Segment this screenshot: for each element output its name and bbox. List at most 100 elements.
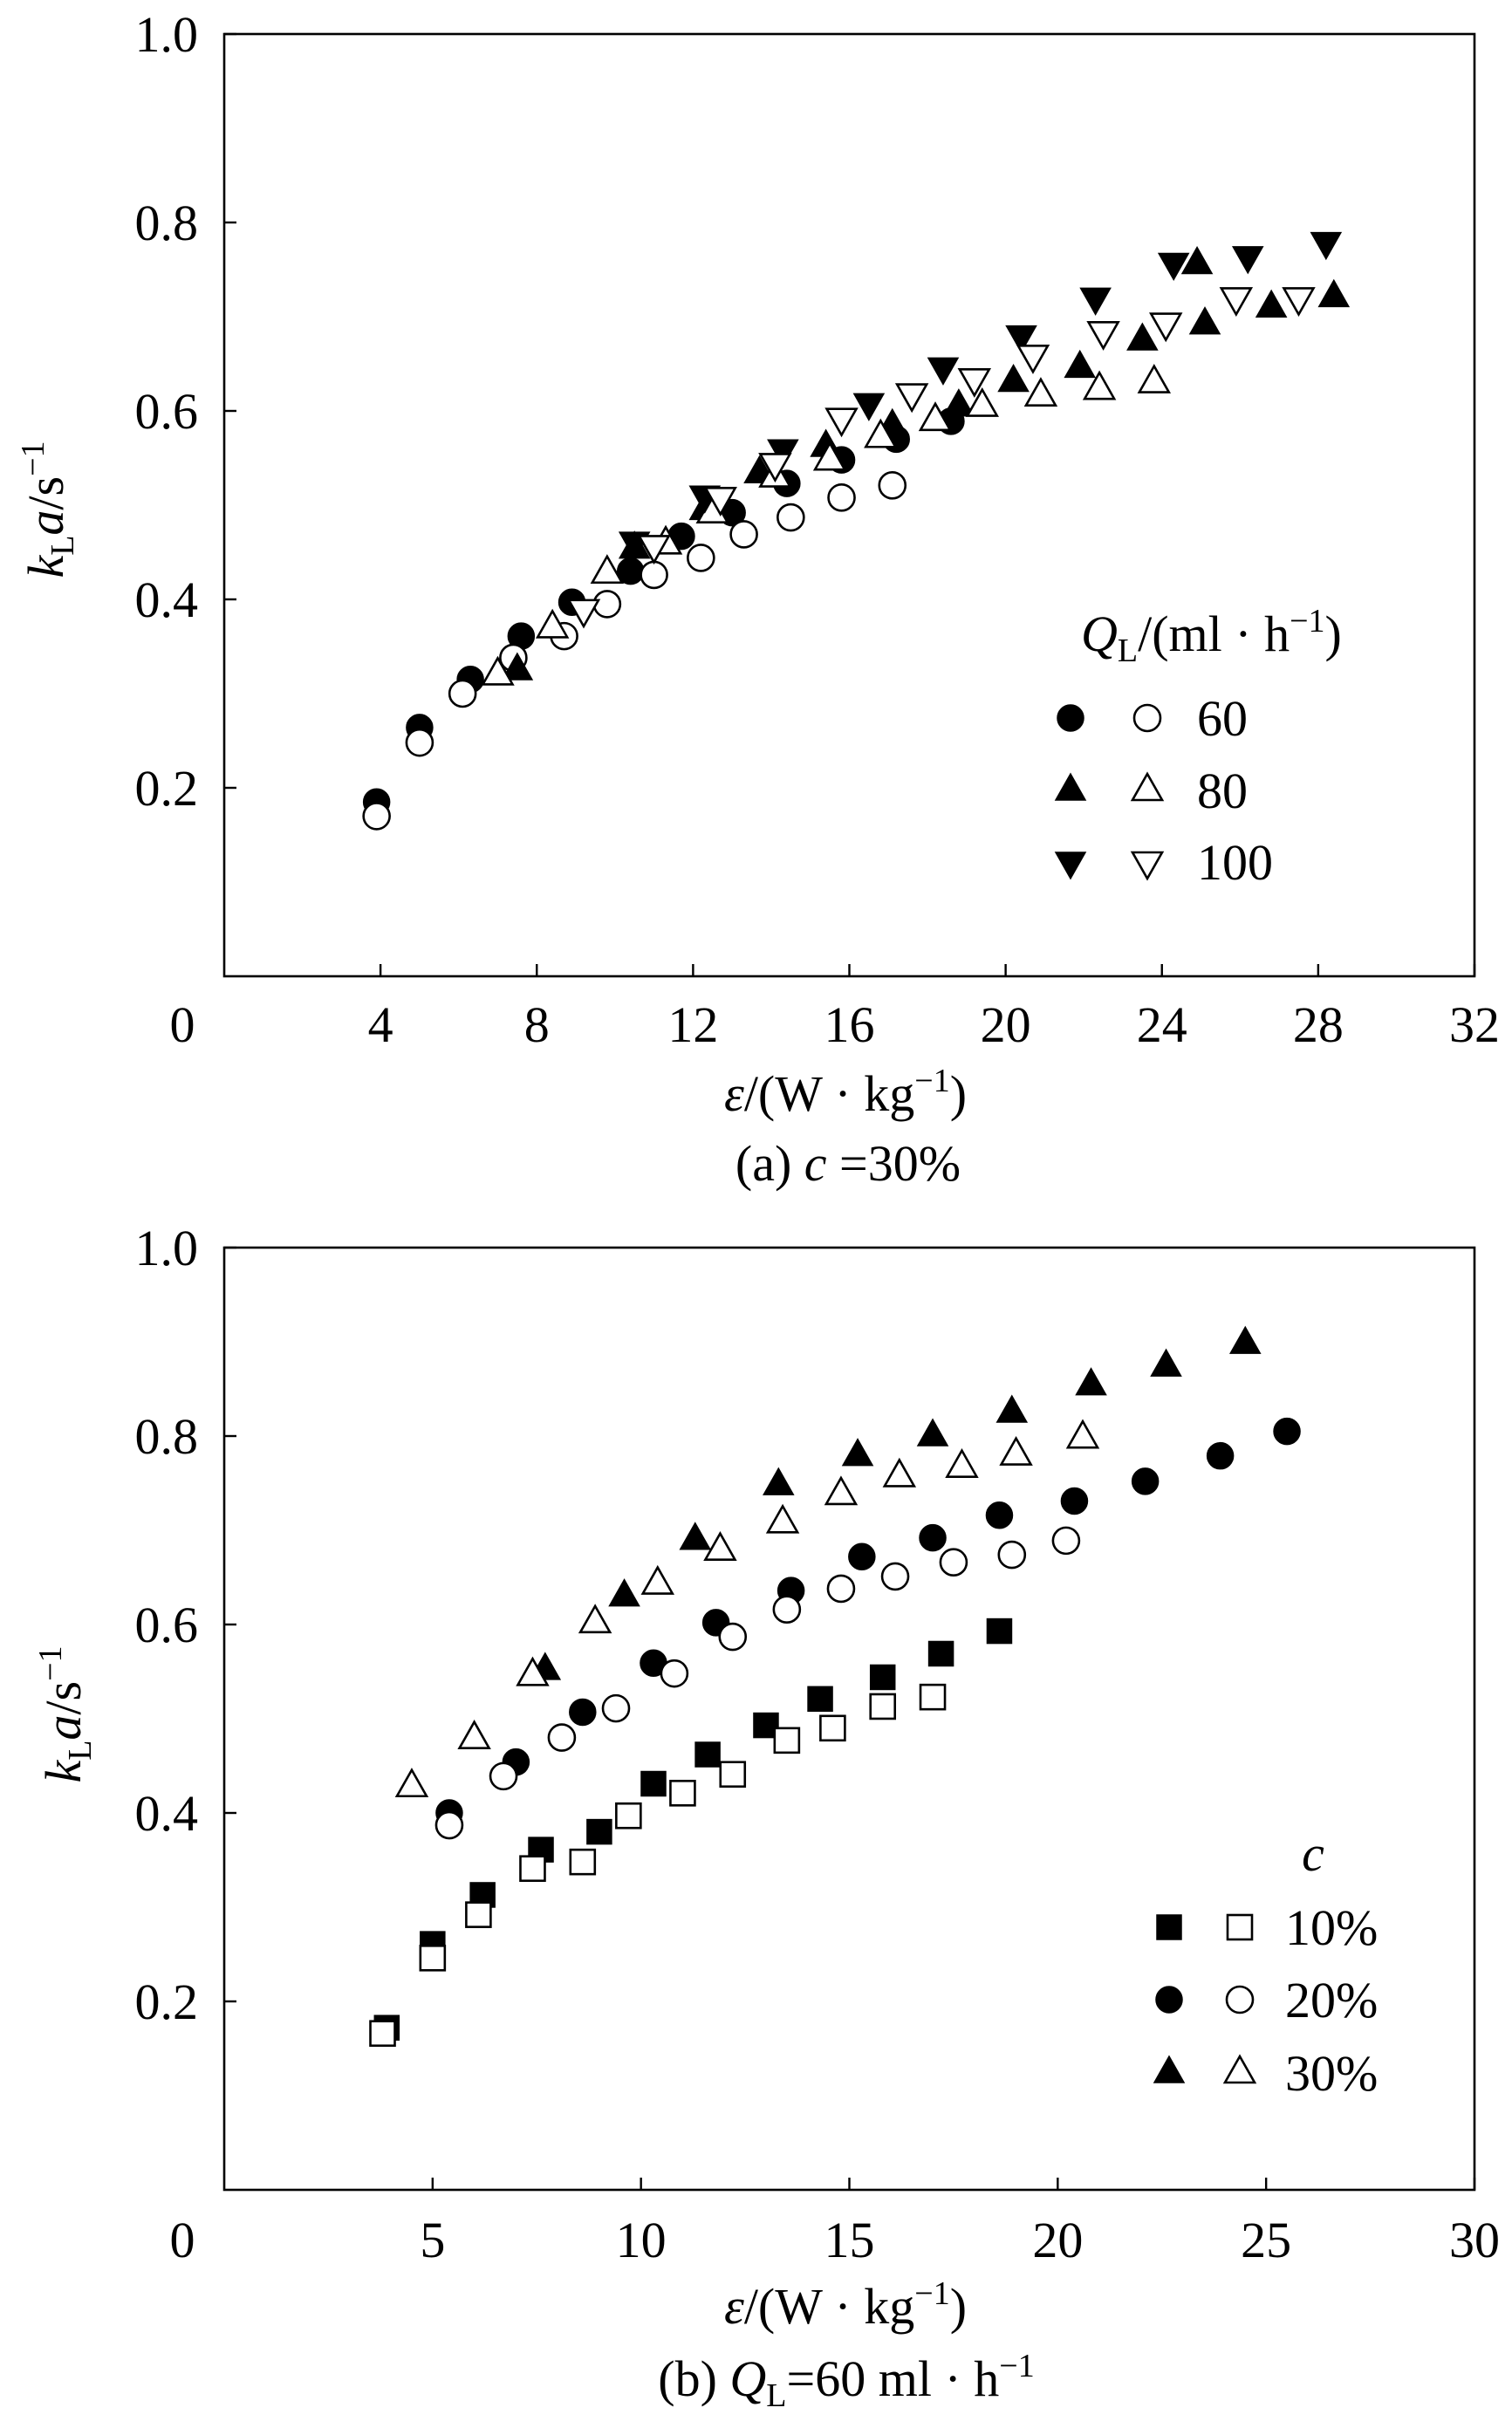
legend-title-part: Q [1081,605,1118,662]
figure-caption-part: −1 [999,2348,1034,2384]
data-point-2-open [824,407,859,438]
data-point-1-filled [1064,349,1096,379]
data-point-1-open [997,1540,1027,1570]
data-point-2-open [516,1656,550,1686]
data-point-1-open [1137,363,1172,393]
origin-label: 0 [170,2212,195,2268]
y-axis-title-part: L [44,536,81,556]
data-point-2-filled [1150,1348,1182,1377]
data-point-1-open [590,554,625,585]
data-point-0-open [465,1901,492,1928]
y-axis-title-part: /s [35,1681,92,1715]
legend-label: 20% [1285,1972,1378,2028]
data-point-2-filled [852,393,886,421]
x-axis-title: ε/(W · kg−1) [724,2275,967,2335]
data-point-1-filled [1131,1467,1160,1495]
data-point-1-open [660,1659,689,1688]
y-tick-label: 1.0 [135,6,199,63]
figure-caption-part: =60 ml · h [787,2350,1000,2407]
data-point-2-open [758,453,792,483]
data-point-1-open [547,1723,577,1752]
legend-marker-triangle-up-filled-icon [1153,2055,1186,2083]
data-point-2-open [457,1720,491,1749]
data-point-2-open [1219,287,1254,318]
data-point-0-open [615,1802,642,1830]
x-tick-label: 4 [368,996,393,1053]
data-points [369,1325,1301,2048]
legend-label: 60 [1197,690,1248,747]
y-tick-label: 0.4 [135,571,199,628]
data-point-2-open [824,1475,859,1506]
data-point-1-open [434,1810,464,1840]
data-point-0-open [869,1693,897,1720]
legend-title-part: /(ml · h [1138,605,1290,662]
data-point-2-filled [1231,246,1264,275]
panel-b-scatter-plot: 5 10 15 20 25 300.20.40.60.81.00ε/(W · kg−1)k… [32,1220,1500,2414]
y-axis-title-part: /s [17,476,74,510]
data-point-0-open [405,728,434,757]
data-point-0-open [827,483,856,512]
data-point-1-filled [1255,289,1288,318]
data-point-1-filled [501,652,534,681]
legend-marker-square-open-icon [1226,1913,1254,1941]
y-axis-title-part: k [17,555,74,578]
data-point-2-filled [841,1438,874,1467]
data-point-2-open [999,1435,1033,1466]
legend: c 10% 20% 30% [1153,1825,1378,2102]
data-point-1-open [772,1595,802,1624]
data-point-1-open [965,386,999,417]
data-point-0-open [719,1761,747,1789]
figure-caption-part: Q [729,2350,766,2407]
data-point-2-open [1282,287,1316,318]
data-point-1-open [535,608,570,639]
legend-title-part: ) [1325,605,1342,662]
y-axis-title-part: −1 [15,441,51,475]
y-tick-label: 0.8 [135,1408,199,1465]
y-axis-title: kLa/s−1 [15,441,81,578]
legend-marker-triangle-up-open-icon [1222,2054,1257,2084]
legend: QL/(ml · h−1) 60 80 100 [1054,603,1342,891]
data-point-0-open [448,679,477,708]
legend-marker-circle-filled-icon [1057,704,1084,732]
data-point-2-filled [1228,1325,1262,1354]
data-point-1-filled [919,1523,947,1552]
data-point-0-filled [586,1818,612,1845]
figure-caption-part: (b) [658,2350,729,2407]
x-tick-label: 16 [824,996,875,1053]
x-tick-label: 32 [1449,996,1500,1053]
data-point-0-open [919,1683,947,1711]
data-point-0-filled [869,1664,896,1691]
data-point-0-filled [694,1741,721,1768]
data-point-2-open [957,367,992,398]
data-point-2-open [703,487,737,516]
legend-marker-circle-open-icon [1225,1985,1255,2014]
legend-title-part: −1 [1290,603,1324,640]
figure-caption-part: L [766,2377,786,2414]
y-axis-title-part: −1 [32,1645,69,1680]
data-point-2-open [1065,1419,1100,1449]
x-tick-label: 25 [1241,2212,1291,2268]
x-tick-label: 12 [667,996,718,1053]
data-point-1-filled [1126,322,1159,351]
data-point-0-open [569,1848,597,1876]
data-point-1-filled [942,388,975,417]
data-point-1-open [1023,377,1058,407]
x-axis-title-part: /(W · kg [744,1065,914,1122]
data-point-0-open [819,1714,846,1742]
x-axis-title: ε/(W · kg−1) [724,1063,967,1122]
legend-marker-triangle-down-filled-icon [1054,852,1087,880]
x-tick-label: 20 [981,996,1031,1053]
data-point-2-open [894,383,929,414]
data-point-2-open [703,1531,737,1561]
legend-title: QL/(ml · h−1) [1081,603,1342,669]
y-axis-title-part: L [62,1741,99,1761]
data-point-0-open [369,2020,396,2048]
figure-caption-part: (a) [735,1135,804,1192]
data-point-2-filled [1079,287,1112,316]
data-point-1-filled [1273,1417,1301,1446]
x-tick-label: 24 [1137,996,1187,1053]
x-tick-label: 30 [1449,2212,1500,2268]
data-point-2-filled [679,1522,712,1550]
legend-entry-2: 30% [1153,2045,1378,2102]
